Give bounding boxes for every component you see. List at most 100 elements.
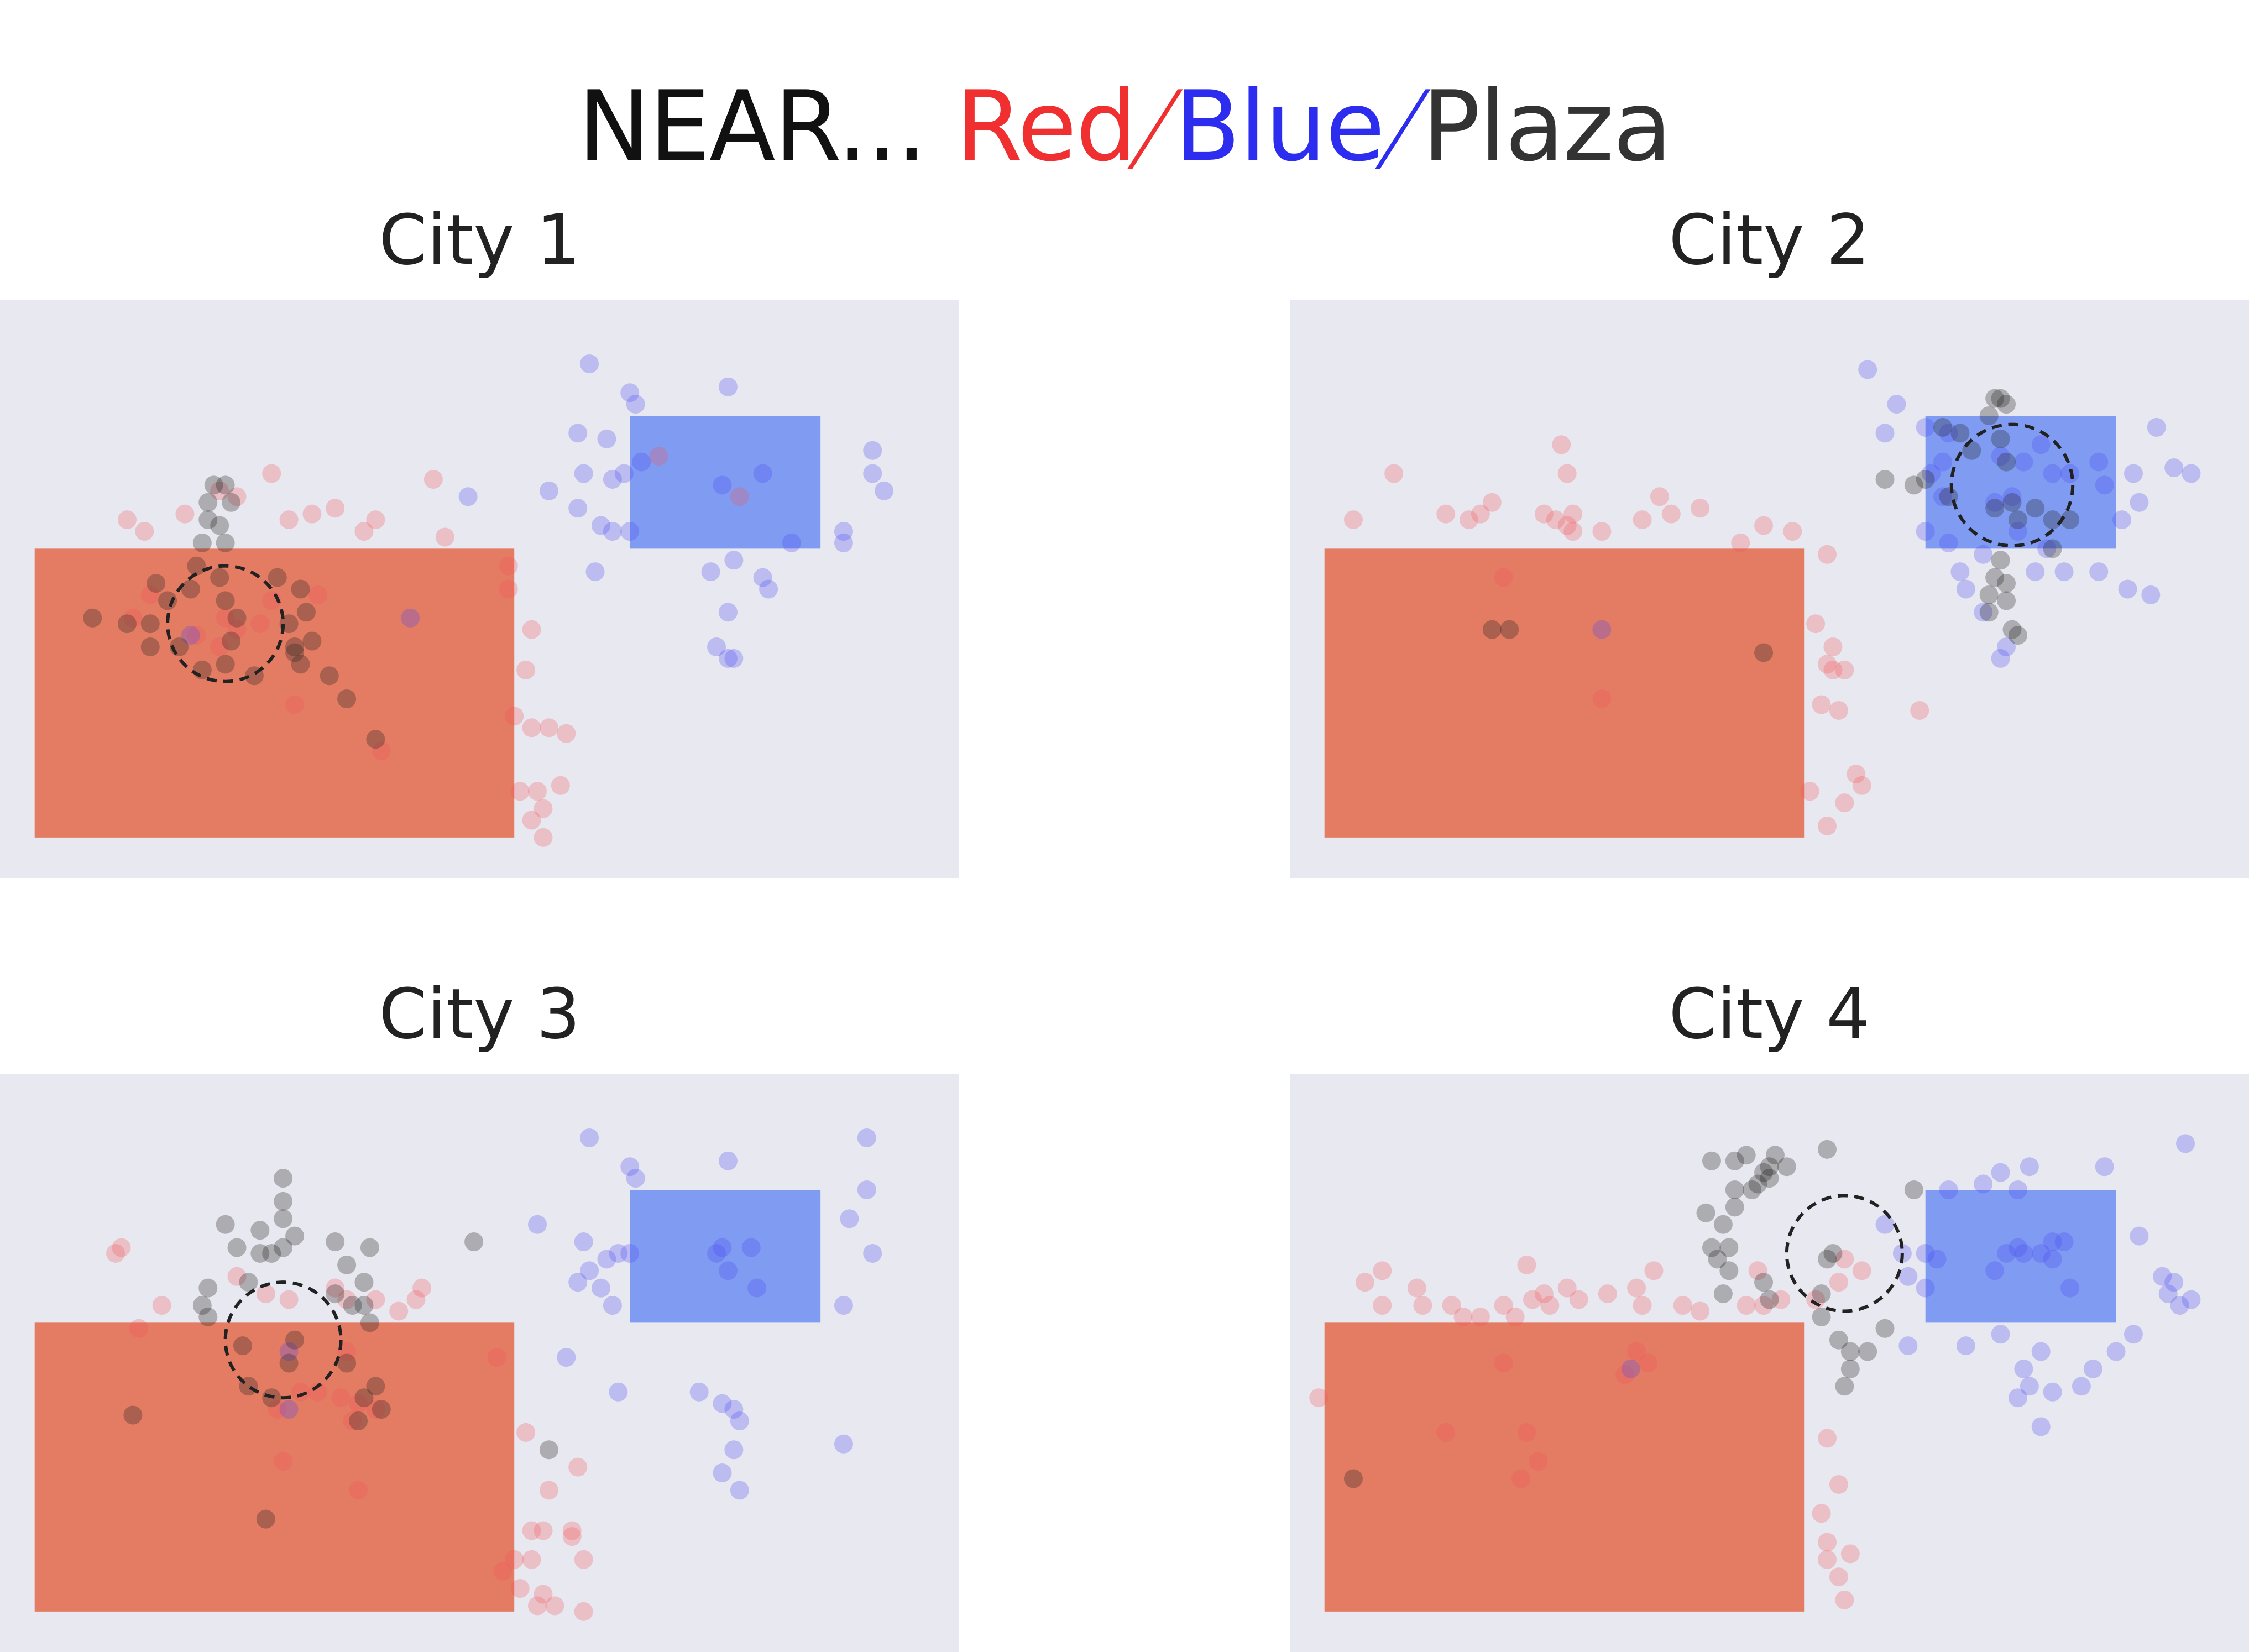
city-4-blue-point [1898, 1267, 1918, 1286]
city-3-blue-point [609, 1243, 628, 1263]
city-3-red-point [349, 1481, 368, 1500]
city-4-plaza-point [1875, 1319, 1895, 1338]
city-3-red-point [366, 1400, 385, 1419]
city-1-red-point [302, 504, 322, 524]
city-3-red-point [412, 1278, 431, 1298]
city-1-series-red [117, 447, 749, 847]
city-2-plaza-point [1991, 429, 2010, 448]
city-4-red-point [1673, 1296, 1692, 1315]
city-2-plaza-point [2060, 510, 2079, 530]
city-3-plaza-point [262, 1243, 281, 1263]
city-1-blue-point [597, 429, 616, 448]
city-1-plaza-point [181, 579, 200, 599]
city-4-red-zone [1324, 1322, 1805, 1612]
city-1-plaza-point [227, 608, 247, 628]
city-1-blue-point [539, 481, 558, 500]
city-2-red-point [1563, 504, 1583, 524]
city-3-blue-point [747, 1278, 767, 1298]
city-3-blue-point [626, 1169, 645, 1188]
city-1-plot [0, 300, 959, 878]
city-4-plaza-point [1760, 1169, 1779, 1188]
city-4-blue-point [2014, 1243, 2033, 1263]
city-4-red-point [1840, 1544, 1860, 1564]
city-1-red-zone [34, 548, 515, 838]
city-4-red-point [1523, 1290, 1542, 1309]
city-2-blue-point [1939, 533, 1958, 552]
city-3-red-point [516, 1423, 536, 1442]
city-1-red-point [499, 556, 518, 576]
city-4-red-point [1517, 1255, 1536, 1274]
city-1-red-point [140, 585, 160, 604]
city-4-red-point [1829, 1475, 1848, 1494]
city-3-plaza-point [233, 1336, 252, 1356]
city-4-plaza-point [1708, 1250, 1727, 1269]
city-4-series-red [1309, 1250, 1871, 1609]
city-3-red-point [568, 1457, 588, 1477]
city-4-red-point [1818, 1550, 1837, 1569]
city-3-plaza-point [250, 1221, 270, 1240]
city-2-plaza-point [1875, 469, 1895, 489]
city-2-red-point [1823, 637, 1843, 656]
city-3-plaza-point [360, 1313, 379, 1332]
city-2-plaza-point [1979, 603, 1999, 622]
city-1-red-point [522, 718, 541, 738]
city-4-series-blue [1621, 1134, 2201, 1436]
city-1-red-point [516, 660, 536, 679]
city-1-red-point [216, 608, 235, 628]
city-2-blue-point [1875, 424, 1895, 443]
city-2-red-point [1546, 510, 1565, 530]
city-1-red-point [366, 510, 385, 530]
city-2-blue-point [2164, 458, 2184, 478]
city-2-plaza-point [1904, 475, 1923, 495]
city-4-red-point [1494, 1353, 1513, 1373]
city-3-red-point [337, 1290, 357, 1309]
city-4-red-point [1639, 1353, 1658, 1373]
city-2-blue-point [1939, 424, 1958, 443]
city-2-blue-point [1933, 452, 1953, 472]
city-1-blue-point [724, 649, 744, 668]
city-1-plaza-point [198, 510, 218, 530]
city-1-blue-point [591, 516, 610, 535]
city-1-plaza-point [222, 493, 241, 512]
city-4-plaza-point [1840, 1359, 1860, 1378]
city-1-blue-point [718, 603, 738, 622]
city-4-blue-point [2083, 1359, 2102, 1378]
city-4-red-point [1517, 1423, 1536, 1442]
city-1-plaza-point [192, 533, 212, 552]
city-3-plaza-point [198, 1278, 218, 1298]
city-3-series-plaza [123, 1169, 558, 1529]
city-2-blue-point [2095, 475, 2114, 495]
city-2-blue-zone [1925, 416, 2116, 549]
city-3-plaza-point [192, 1296, 212, 1315]
city-1-red-point [372, 741, 391, 761]
city-2-plaza-point [1754, 643, 1774, 662]
city-4-blue-point [2054, 1232, 2074, 1252]
city-3-red-point [291, 1382, 310, 1402]
city-3-blue-point [279, 1400, 299, 1419]
city-4-red-point [1627, 1342, 1646, 1361]
city-3-blue-point [713, 1394, 732, 1413]
city-1-blue-point [713, 475, 732, 495]
city-1-blue-point [568, 424, 588, 443]
city-3-plaza-point [256, 1509, 275, 1529]
city-3-red-point [539, 1481, 558, 1500]
city-1-plaza-point [216, 655, 235, 674]
city-2-red-point [1823, 660, 1843, 679]
city-3-red-point [534, 1585, 553, 1604]
city-4-blue-point [2031, 1243, 2051, 1263]
title-red: Red [955, 71, 1137, 183]
city-2-blue-point [2141, 585, 2161, 604]
city-4-red-point [1812, 1504, 1831, 1523]
city-4-plaza-point [1754, 1273, 1774, 1292]
city-3-blue-point [730, 1481, 749, 1500]
city-1-plaza-point [216, 591, 235, 610]
city-1-red-point [730, 487, 749, 506]
city-4-blue-point [1939, 1180, 1958, 1199]
city-3-red-point [274, 1452, 293, 1471]
city-4-red-point [1852, 1261, 1871, 1280]
city-2-blue-point [2043, 464, 2062, 483]
city-4-blue-point [1916, 1243, 1935, 1263]
city-2-plaza-point [1979, 406, 1999, 425]
city-4-plaza-point [1725, 1180, 1744, 1199]
city-3-blue-point [857, 1180, 876, 1199]
